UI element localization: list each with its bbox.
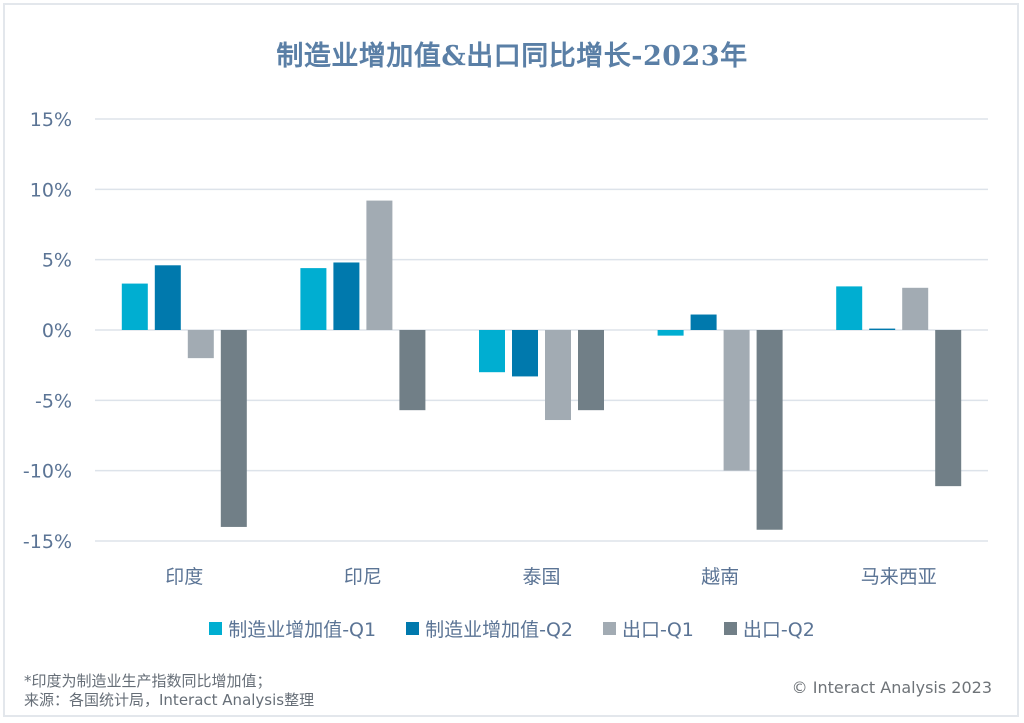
y-tick-label: -10% xyxy=(23,461,72,483)
legend-label: 制造业增加值-Q2 xyxy=(425,619,573,641)
legend-label: 出口-Q2 xyxy=(742,619,815,641)
x-tick-label: 马来西亚 xyxy=(861,566,937,588)
bars xyxy=(121,200,962,530)
legend-swatch xyxy=(603,622,616,635)
legend-label: 出口-Q1 xyxy=(622,619,694,641)
x-tick-label: 印度 xyxy=(165,566,203,588)
bar xyxy=(300,268,327,330)
legend-label: 制造业增加值-Q1 xyxy=(228,619,377,641)
bar xyxy=(154,265,181,330)
bar xyxy=(723,330,750,471)
bar xyxy=(578,330,604,411)
y-axis-ticks: 15% 10% 5% 0% -5% -10% -15% xyxy=(23,109,72,553)
bar xyxy=(479,330,505,373)
y-tick-label: 5% xyxy=(42,250,72,272)
chart-title: 制造业增加值&出口同比增长-2023年 xyxy=(276,41,748,72)
footnote: *印度为制造业生产指数同比增加值； 来源：各国统计局，Interact Anal… xyxy=(24,672,314,710)
bar xyxy=(657,330,684,336)
chart-frame xyxy=(3,3,1019,717)
bar xyxy=(902,287,929,330)
bar xyxy=(220,330,247,527)
footnote-line-2: 来源：各国统计局，Interact Analysis整理 xyxy=(24,691,315,709)
bar xyxy=(836,286,863,330)
y-tick-label: -15% xyxy=(23,531,72,553)
bar xyxy=(756,330,783,530)
legend-item: 出口-Q2 xyxy=(723,615,815,642)
bar xyxy=(935,330,962,487)
x-tick-label: 泰国 xyxy=(522,566,560,588)
legend-item: 制造业增加值-Q1 xyxy=(209,615,376,642)
x-axis-ticks: 印度 印尼 泰国 越南 马来西亚 xyxy=(165,566,936,588)
legend-item: 制造业增加值-Q2 xyxy=(406,615,573,642)
x-tick-label: 印尼 xyxy=(344,566,382,588)
legend-swatch xyxy=(209,622,223,635)
y-tick-label: 0% xyxy=(42,320,72,342)
legend: 制造业增加值-Q1 制造业增加值-Q2 出口-Q1 出口-Q2 xyxy=(0,615,1024,642)
legend-swatch xyxy=(723,622,737,635)
bar xyxy=(869,328,896,330)
y-tick-label: -5% xyxy=(35,390,72,412)
bar xyxy=(512,330,538,377)
bar xyxy=(121,283,148,330)
footnote-line-1: *印度为制造业生产指数同比增加值； xyxy=(24,672,272,690)
bar xyxy=(333,262,360,330)
legend-item: 出口-Q1 xyxy=(603,615,694,642)
bar xyxy=(366,200,393,330)
bar xyxy=(690,314,717,330)
y-tick-label: 10% xyxy=(30,179,72,201)
copyright: © Interact Analysis 2023 xyxy=(791,678,992,697)
bar xyxy=(399,330,426,411)
legend-swatch xyxy=(406,622,420,635)
bar xyxy=(545,330,571,421)
x-tick-label: 越南 xyxy=(701,566,739,588)
bar xyxy=(187,330,214,359)
y-tick-label: 15% xyxy=(30,109,72,131)
